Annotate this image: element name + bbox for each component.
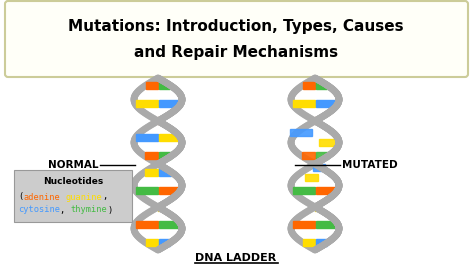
Text: and Repair Mechanisms: and Repair Mechanisms — [134, 44, 338, 60]
Bar — [159, 221, 180, 228]
Bar — [316, 186, 337, 194]
Bar — [136, 134, 158, 142]
Bar — [319, 139, 340, 146]
Text: Nucleotides: Nucleotides — [43, 177, 103, 185]
Bar — [145, 152, 158, 159]
Bar — [315, 117, 316, 124]
Bar — [145, 169, 158, 176]
Text: MUTATED: MUTATED — [342, 160, 398, 170]
Bar — [136, 186, 158, 194]
Text: NORMAL: NORMAL — [47, 160, 98, 170]
Bar — [159, 152, 171, 159]
Bar — [316, 221, 337, 228]
Bar — [303, 239, 315, 246]
Bar — [146, 82, 158, 89]
Bar — [14, 170, 132, 222]
Bar — [159, 169, 171, 176]
Bar — [316, 82, 327, 89]
Bar — [316, 239, 327, 246]
Text: ): ) — [107, 206, 113, 214]
Bar — [136, 100, 158, 107]
Bar — [158, 204, 159, 211]
Bar — [158, 117, 159, 124]
Bar — [302, 152, 315, 159]
FancyBboxPatch shape — [5, 1, 468, 77]
Bar — [293, 186, 315, 194]
Text: (: ( — [18, 193, 23, 202]
Text: cytosine: cytosine — [18, 206, 60, 214]
Bar — [305, 174, 318, 181]
Bar — [303, 82, 315, 89]
Bar — [313, 164, 325, 171]
Bar — [290, 130, 312, 136]
Bar — [293, 100, 315, 107]
Bar — [136, 221, 158, 228]
Bar — [159, 82, 170, 89]
Bar — [159, 100, 180, 107]
Bar — [146, 239, 158, 246]
Text: ,: , — [60, 206, 70, 214]
Bar — [293, 221, 315, 228]
Text: guanine: guanine — [65, 193, 102, 202]
Bar — [159, 134, 180, 142]
Bar — [159, 239, 170, 246]
Text: adenine: adenine — [23, 193, 60, 202]
Text: DNA LADDER: DNA LADDER — [195, 253, 277, 263]
Bar — [316, 152, 328, 159]
Text: thymine: thymine — [70, 206, 107, 214]
Bar — [315, 204, 316, 211]
Bar — [316, 100, 337, 107]
Text: ,: , — [102, 193, 107, 202]
Text: Mutations: Introduction, Types, Causes: Mutations: Introduction, Types, Causes — [68, 19, 404, 34]
Bar — [159, 186, 180, 194]
